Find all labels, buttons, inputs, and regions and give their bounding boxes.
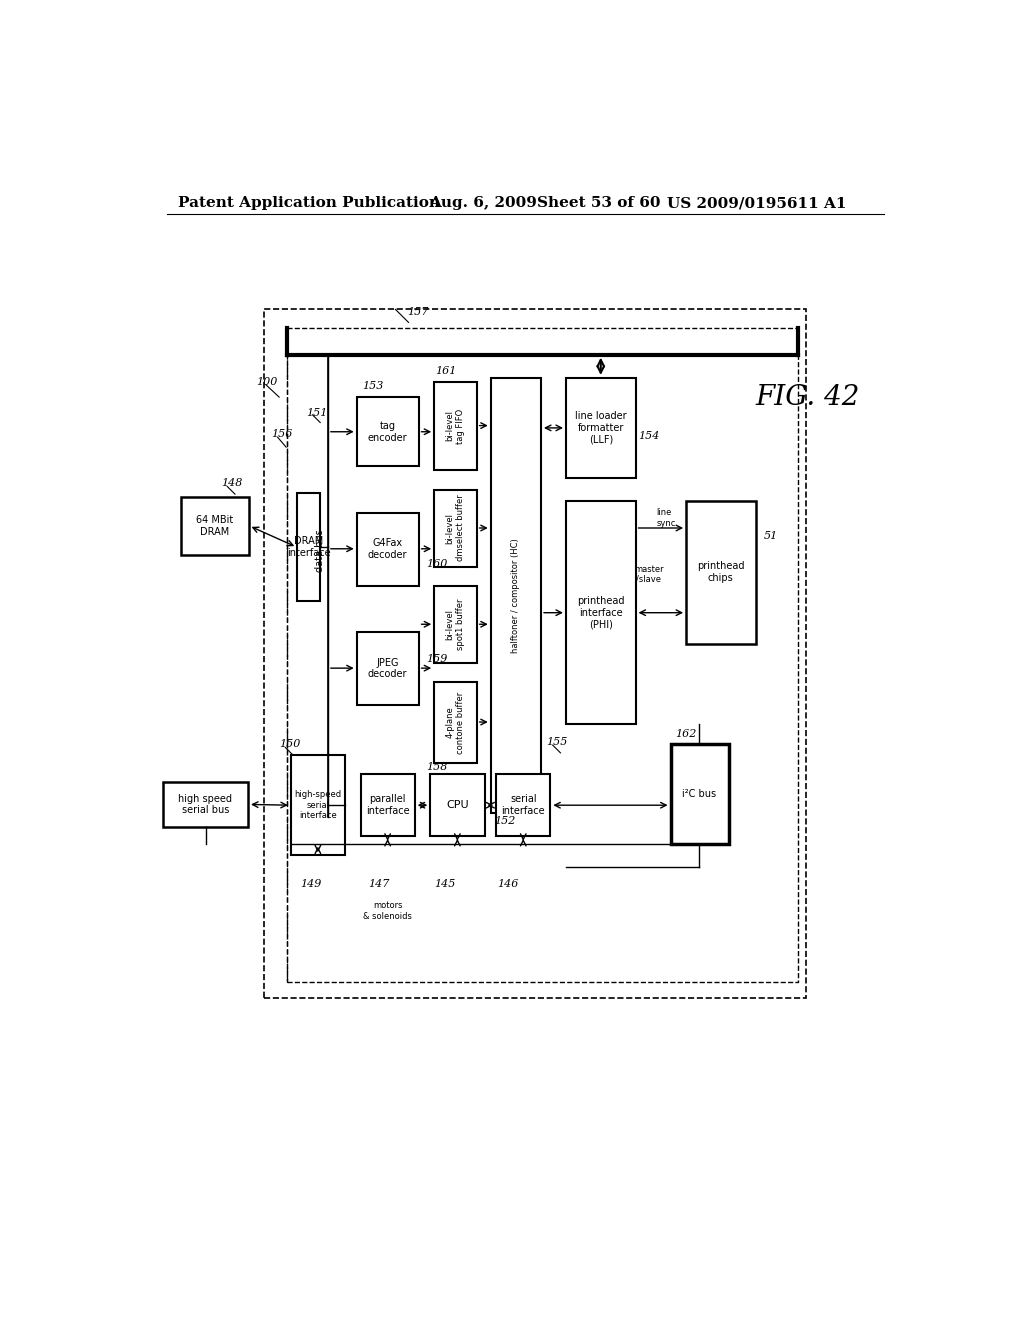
Bar bbox=[566, 378, 636, 478]
Bar bbox=[356, 632, 419, 705]
Text: 156: 156 bbox=[271, 429, 293, 440]
Text: high-speed
serial
interface: high-speed serial interface bbox=[294, 791, 341, 820]
Text: 147: 147 bbox=[369, 879, 389, 888]
Bar bbox=[287, 327, 799, 982]
Text: 64 MBit
DRAM: 64 MBit DRAM bbox=[197, 515, 233, 537]
Bar bbox=[356, 397, 419, 466]
Text: 160: 160 bbox=[426, 560, 447, 569]
Bar bbox=[263, 309, 806, 998]
Bar bbox=[297, 494, 321, 601]
Text: US 2009/0195611 A1: US 2009/0195611 A1 bbox=[667, 197, 846, 210]
Text: line loader
formatter
(LLF): line loader formatter (LLF) bbox=[574, 412, 627, 445]
Bar bbox=[356, 512, 419, 586]
Bar bbox=[430, 775, 484, 836]
Bar bbox=[180, 498, 249, 554]
Text: serial
interface: serial interface bbox=[502, 795, 545, 816]
Bar bbox=[434, 682, 477, 763]
Text: JPEG
decoder: JPEG decoder bbox=[368, 657, 408, 680]
Bar bbox=[163, 781, 248, 826]
Text: 157: 157 bbox=[407, 308, 428, 317]
Bar bbox=[496, 775, 550, 836]
Text: data bus: data bus bbox=[315, 529, 326, 573]
Bar bbox=[434, 586, 477, 663]
Text: 162: 162 bbox=[675, 730, 696, 739]
Text: 152: 152 bbox=[495, 816, 516, 825]
Text: 158: 158 bbox=[426, 762, 447, 772]
Text: tag
encoder: tag encoder bbox=[368, 421, 408, 442]
Bar bbox=[434, 381, 477, 470]
Text: 149: 149 bbox=[300, 879, 322, 888]
Text: 150: 150 bbox=[280, 739, 300, 748]
Text: 146: 146 bbox=[497, 879, 518, 888]
Text: 153: 153 bbox=[362, 381, 383, 391]
Text: master
/slave: master /slave bbox=[634, 565, 664, 583]
Text: Aug. 6, 2009: Aug. 6, 2009 bbox=[429, 197, 537, 210]
Text: CPU: CPU bbox=[446, 800, 469, 810]
Bar bbox=[291, 755, 345, 855]
Text: 155: 155 bbox=[547, 737, 568, 747]
Text: 4-plane
contone buffer: 4-plane contone buffer bbox=[445, 692, 465, 754]
Text: high speed
serial bus: high speed serial bus bbox=[178, 793, 232, 816]
Text: G4Fax
decoder: G4Fax decoder bbox=[368, 539, 408, 560]
Text: line
sync: line sync bbox=[656, 508, 676, 528]
Text: DRAM
interface: DRAM interface bbox=[287, 536, 331, 558]
Text: 161: 161 bbox=[435, 366, 457, 376]
Text: motors
& solenoids: motors & solenoids bbox=[364, 902, 412, 921]
Text: Sheet 53 of 60: Sheet 53 of 60 bbox=[538, 197, 660, 210]
Text: 145: 145 bbox=[434, 879, 456, 888]
Text: FIG. 42: FIG. 42 bbox=[756, 384, 860, 411]
Text: 51: 51 bbox=[764, 531, 778, 541]
Bar bbox=[566, 502, 636, 725]
Text: i²C bus: i²C bus bbox=[683, 788, 717, 799]
Text: 151: 151 bbox=[306, 408, 328, 417]
Text: printhead
interface
(PHI): printhead interface (PHI) bbox=[577, 597, 625, 630]
Text: 100: 100 bbox=[256, 376, 278, 387]
Text: halftoner / compositor (HC): halftoner / compositor (HC) bbox=[511, 539, 520, 653]
Text: parallel
interface: parallel interface bbox=[366, 795, 410, 816]
Text: bi-level
dmselect buffer: bi-level dmselect buffer bbox=[445, 495, 465, 561]
Text: bi-level
spot1 buffer: bi-level spot1 buffer bbox=[445, 598, 465, 649]
Text: 154: 154 bbox=[638, 430, 659, 441]
Text: Patent Application Publication: Patent Application Publication bbox=[178, 197, 440, 210]
Bar bbox=[686, 502, 756, 644]
Text: 159: 159 bbox=[426, 653, 447, 664]
Text: 148: 148 bbox=[221, 478, 243, 488]
Bar bbox=[434, 490, 477, 566]
Text: printhead
chips: printhead chips bbox=[697, 561, 744, 583]
Bar bbox=[360, 775, 415, 836]
Bar bbox=[671, 743, 729, 843]
Text: bi-level
tag FIFO: bi-level tag FIFO bbox=[445, 408, 465, 444]
Bar bbox=[490, 378, 541, 813]
